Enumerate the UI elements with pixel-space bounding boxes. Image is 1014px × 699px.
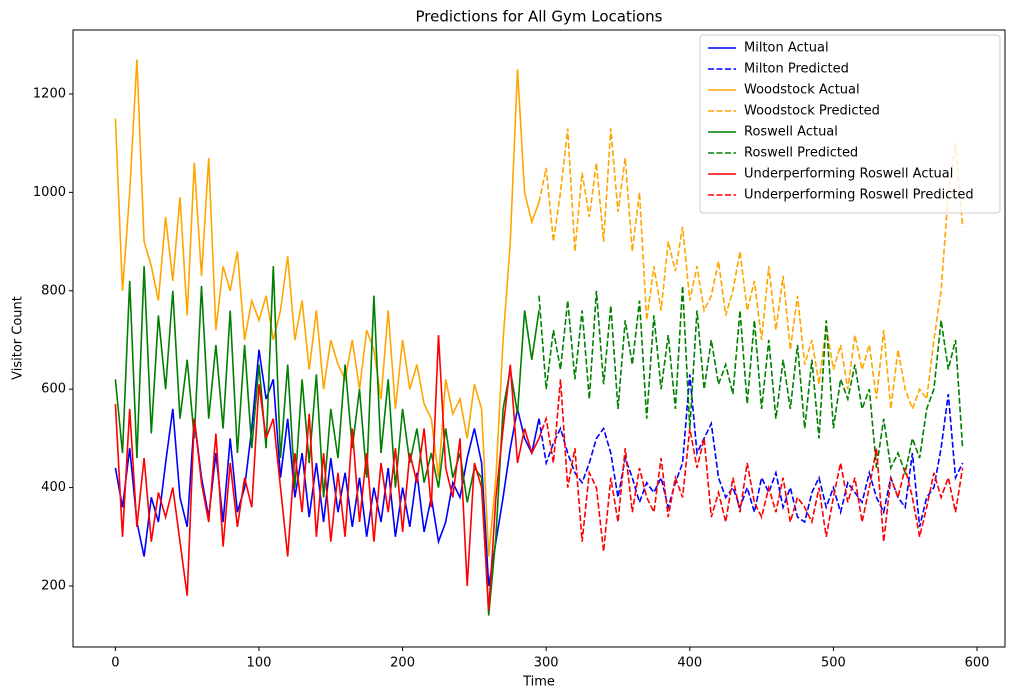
x-tick-label: 100 bbox=[247, 656, 272, 671]
x-tick-label: 600 bbox=[965, 656, 990, 671]
y-tick-label: 200 bbox=[41, 578, 66, 593]
series-line bbox=[538, 374, 964, 528]
x-tick-label: 200 bbox=[390, 656, 415, 671]
y-tick-label: 1200 bbox=[33, 86, 66, 101]
x-tick-label: 0 bbox=[111, 656, 119, 671]
x-tick-label: 500 bbox=[821, 656, 846, 671]
chart-title: Predictions for All Gym Locations bbox=[416, 8, 663, 26]
legend-label: Milton Predicted bbox=[744, 62, 849, 77]
legend-box bbox=[699, 34, 1001, 214]
y-tick-label: 800 bbox=[41, 283, 66, 298]
x-tick-label: 400 bbox=[677, 656, 702, 671]
series-line bbox=[114, 59, 540, 557]
legend: Milton Actual Milton Predicted Woodstock A… bbox=[699, 34, 1001, 214]
plot-frame bbox=[72, 29, 1006, 648]
y-tick-label: 600 bbox=[41, 382, 66, 397]
series-line bbox=[538, 128, 964, 412]
legend-label: Woodstock Actual bbox=[744, 83, 860, 98]
series-line bbox=[114, 335, 540, 611]
y-axis-label: Visitor Count bbox=[11, 296, 26, 380]
y-tick-label: 400 bbox=[41, 480, 66, 495]
legend-label: Roswell Predicted bbox=[744, 146, 858, 161]
x-axis-label: Time bbox=[522, 675, 555, 690]
legend-label: Woodstock Predicted bbox=[744, 104, 880, 119]
legend-label: Underperforming Roswell Predicted bbox=[744, 188, 974, 203]
series-line bbox=[538, 379, 964, 552]
legend-label: Roswell Actual bbox=[744, 125, 838, 140]
x-tick-label: 300 bbox=[534, 656, 559, 671]
series-line bbox=[114, 266, 540, 616]
legend-label: Underperforming Roswell Actual bbox=[744, 167, 953, 182]
y-tick-label: 1000 bbox=[33, 185, 66, 200]
legend-label: Milton Actual bbox=[744, 41, 829, 56]
series-line bbox=[538, 285, 964, 476]
